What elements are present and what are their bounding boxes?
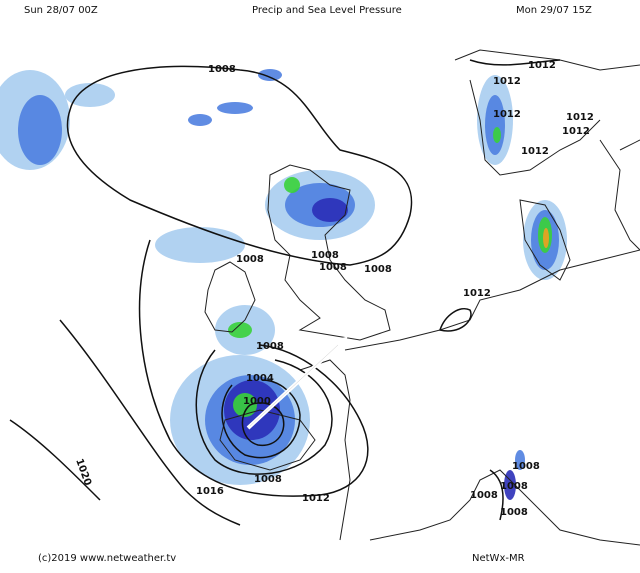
model-name: NetWx-MR <box>472 553 525 564</box>
coastlines <box>204 49 640 546</box>
start-time: Sun 28/07 00Z <box>24 5 98 16</box>
isobar-label: 1012 <box>493 109 521 120</box>
precip-area <box>217 102 253 114</box>
valid-time: Mon 29/07 15Z <box>516 5 592 16</box>
isobar-label: 1012 <box>521 146 549 157</box>
isobar-label: 1012 <box>562 126 590 137</box>
isobar-label: 1012 <box>566 112 594 123</box>
isobar-label: 1012 <box>302 493 330 504</box>
isobars <box>9 59 561 526</box>
isobar-label: 1008 <box>364 264 392 275</box>
isobar-label: 1012 <box>493 76 521 87</box>
isobar-label: 1008 <box>254 474 282 485</box>
isobar-label: 1012 <box>528 60 556 71</box>
precipitation-layer <box>0 69 567 500</box>
isobar-label: 1008 <box>470 490 498 501</box>
isobar-label: 1020 <box>73 457 93 487</box>
isobar-label: 1012 <box>463 288 491 299</box>
isobar-label: 1008 <box>236 254 264 265</box>
precip-area <box>18 95 62 165</box>
precip-area <box>65 83 115 107</box>
precip-area <box>233 393 257 417</box>
isobar-label: 1008 <box>500 507 528 518</box>
isobar-label: 1008 <box>311 250 339 261</box>
precip-area <box>258 69 282 81</box>
precip-area <box>284 177 300 193</box>
copyright: (c)2019 www.netweather.tv <box>38 553 177 564</box>
precip-area <box>543 228 549 248</box>
isobar-label: 1008 <box>208 64 236 75</box>
isobar-label: 1008 <box>319 262 347 273</box>
isobar-label: 1000 <box>243 396 271 407</box>
isobar-label: 1008 <box>500 481 528 492</box>
precip-area <box>515 450 525 470</box>
precip-area <box>493 127 501 143</box>
chart-title: Precip and Sea Level Pressure <box>252 5 402 16</box>
precip-area <box>312 198 348 222</box>
precip-area <box>228 322 252 338</box>
precip-area <box>188 114 212 126</box>
wind-direction-arrow-icon <box>246 336 348 430</box>
isobar-label: 1004 <box>246 373 274 384</box>
isobar-label: 1016 <box>196 486 224 497</box>
isobar-label: 1008 <box>512 461 540 472</box>
precip-area <box>485 95 505 155</box>
precip-area <box>155 227 245 263</box>
isobar-label: 1008 <box>256 341 284 352</box>
